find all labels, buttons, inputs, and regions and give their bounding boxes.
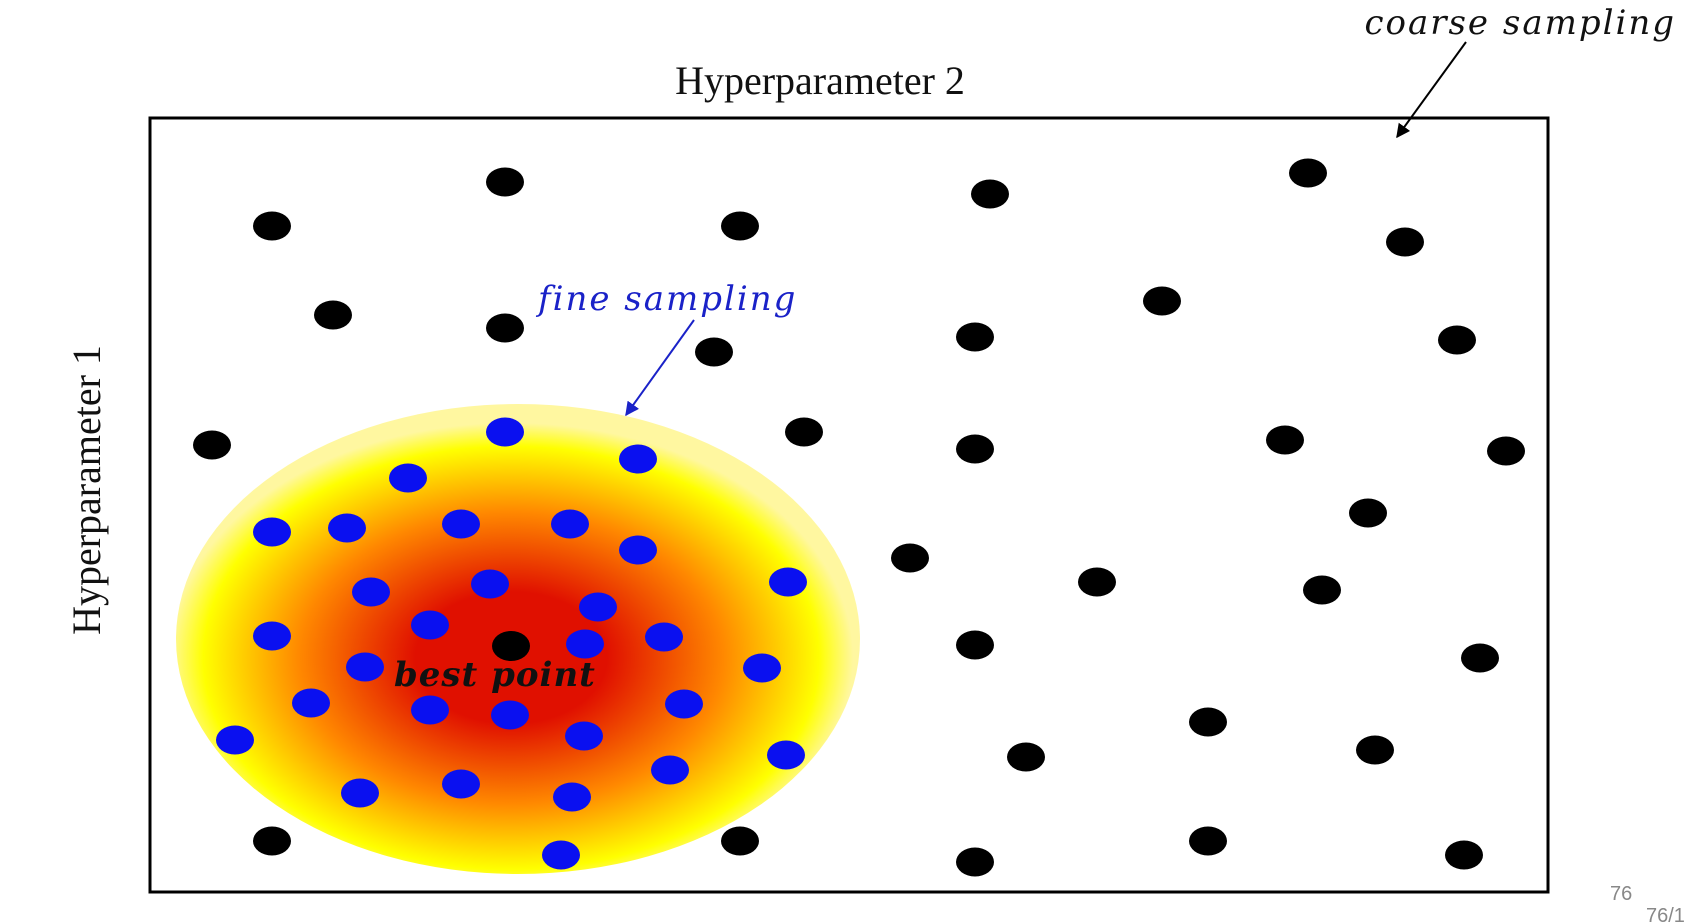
- coarse-point: [1266, 425, 1304, 455]
- best-point-marker: [492, 631, 530, 661]
- coarse-point: [971, 179, 1009, 209]
- fine-point: [442, 769, 480, 799]
- fine-point: [341, 778, 379, 808]
- fine-point: [743, 653, 781, 683]
- fine-point: [389, 463, 427, 493]
- coarse-point: [721, 211, 759, 241]
- fine-point: [767, 740, 805, 770]
- coarse-point: [1189, 826, 1227, 856]
- coarse-sampling-arrow: [1396, 41, 1467, 139]
- fine-sampling-arrow: [625, 319, 695, 417]
- fine-point: [769, 567, 807, 597]
- coarse-point: [486, 313, 524, 343]
- coarse-point: [695, 337, 733, 367]
- page-counter: 76/1: [1646, 905, 1685, 922]
- coarse-point: [1487, 436, 1525, 466]
- fine-point: [619, 444, 657, 474]
- fine-point: [665, 689, 703, 719]
- fine-point: [551, 509, 589, 539]
- coarse-point: [1143, 286, 1181, 316]
- fine-point: [346, 652, 384, 682]
- coarse-point: [1349, 498, 1387, 528]
- coarse-point: [486, 167, 524, 197]
- y-axis-label: Hyperparameter 1: [64, 345, 109, 635]
- coarse-point: [193, 430, 231, 460]
- fine-point: [565, 721, 603, 751]
- fine-sampling-label: fine sampling: [535, 279, 797, 319]
- fine-point: [352, 577, 390, 607]
- coarse-point: [956, 322, 994, 352]
- coarse-point: [956, 434, 994, 464]
- coarse-points: [193, 158, 1525, 877]
- coarse-point: [1438, 325, 1476, 355]
- fine-point: [292, 688, 330, 718]
- fine-point: [619, 535, 657, 565]
- fine-point: [491, 700, 529, 730]
- coarse-point: [956, 630, 994, 660]
- x-axis-label: Hyperparameter 2: [675, 58, 965, 103]
- page-number: 76: [1610, 883, 1632, 905]
- coarse-point: [1189, 707, 1227, 737]
- coarse-point: [1303, 575, 1341, 605]
- fine-point: [553, 782, 591, 812]
- best-point-label: best point: [394, 655, 596, 695]
- coarse-point: [1386, 227, 1424, 257]
- fine-point: [253, 517, 291, 547]
- coarse-point: [314, 300, 352, 330]
- coarse-point: [253, 826, 291, 856]
- fine-point: [486, 417, 524, 447]
- fine-point: [411, 695, 449, 725]
- fine-point: [645, 622, 683, 652]
- coarse-point: [1007, 742, 1045, 772]
- fine-point: [216, 725, 254, 755]
- coarse-point: [891, 543, 929, 573]
- coarse-sampling-label: coarse sampling: [1364, 3, 1676, 43]
- coarse-point: [785, 417, 823, 447]
- coarse-point: [1289, 158, 1327, 188]
- coarse-point: [1445, 840, 1483, 870]
- coarse-point: [721, 826, 759, 856]
- fine-point: [471, 569, 509, 599]
- fine-point: [542, 840, 580, 870]
- fine-point: [651, 755, 689, 785]
- fine-point: [411, 610, 449, 640]
- coarse-point: [253, 211, 291, 241]
- coarse-point: [956, 847, 994, 877]
- coarse-point: [1461, 643, 1499, 673]
- coarse-point: [1356, 735, 1394, 765]
- fine-point: [253, 621, 291, 651]
- fine-point: [328, 513, 366, 543]
- fine-points: [216, 417, 807, 870]
- fine-point: [442, 509, 480, 539]
- fine-point: [579, 592, 617, 622]
- coarse-point: [1078, 567, 1116, 597]
- fine-point: [566, 629, 604, 659]
